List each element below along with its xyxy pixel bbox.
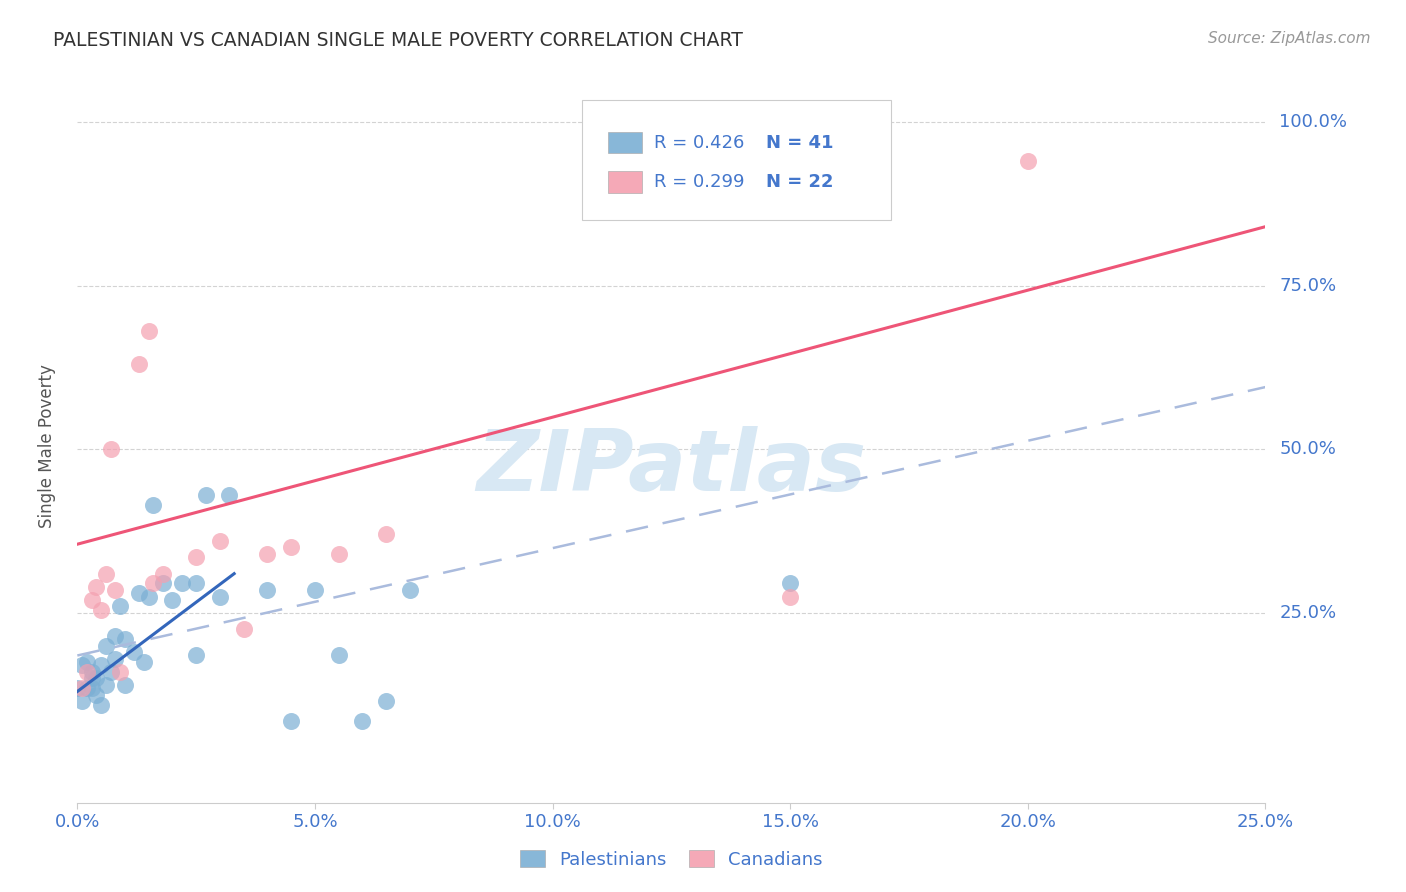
Text: PALESTINIAN VS CANADIAN SINGLE MALE POVERTY CORRELATION CHART: PALESTINIAN VS CANADIAN SINGLE MALE POVE… [53,31,744,50]
Point [104,629,127,643]
Y-axis label: Single Male Poverty: Single Male Poverty [38,364,56,528]
Point [142,576,165,591]
Point [80,681,103,696]
Point [66,681,89,696]
Text: 25.0%: 25.0% [1279,604,1337,622]
Point [104,582,127,597]
Point [352,714,374,728]
Text: N = 41: N = 41 [766,134,834,152]
Point [170,576,193,591]
Point [86,688,108,702]
Point [232,623,254,637]
Point [256,547,278,561]
Point [186,576,208,591]
Point [100,665,122,679]
Text: Source: ZipAtlas.com: Source: ZipAtlas.com [1208,31,1371,46]
Point [280,541,302,555]
Point [128,586,150,600]
Point [94,566,117,581]
Point [90,698,112,712]
Point [76,655,98,669]
Point [1017,154,1039,169]
Text: R = 0.299: R = 0.299 [654,173,744,191]
Point [256,582,278,597]
Text: 50.0%: 50.0% [1279,441,1336,458]
Point [80,665,103,679]
FancyBboxPatch shape [609,132,641,153]
Point [132,655,155,669]
Point [138,590,160,604]
Point [80,592,103,607]
Point [94,639,117,653]
Point [70,694,93,708]
Point [86,580,108,594]
Point [128,357,150,371]
Point [194,488,217,502]
Point [304,582,326,597]
Point [142,498,165,512]
Point [280,714,302,728]
Point [375,694,398,708]
Point [76,665,98,679]
Point [76,681,98,696]
Point [779,590,801,604]
Point [86,672,108,686]
Point [218,488,240,502]
Point [399,582,422,597]
Point [70,681,93,696]
Point [108,665,131,679]
Point [104,652,127,666]
Point [162,592,184,607]
Point [779,576,801,591]
Point [80,672,103,686]
Point [124,645,146,659]
Text: 75.0%: 75.0% [1279,277,1337,294]
Point [152,576,174,591]
Text: R = 0.426: R = 0.426 [654,134,744,152]
Point [114,678,136,692]
Text: 100.0%: 100.0% [1279,113,1347,131]
Legend: Palestinians, Canadians: Palestinians, Canadians [513,843,830,876]
Point [186,648,208,663]
Text: N = 22: N = 22 [766,173,834,191]
Point [90,658,112,673]
Point [328,648,350,663]
FancyBboxPatch shape [609,171,641,193]
FancyBboxPatch shape [582,100,891,219]
Point [94,678,117,692]
Point [70,658,93,673]
Point [375,527,398,541]
Text: ZIPatlas: ZIPatlas [477,425,866,509]
Point [108,599,131,614]
Point [186,550,208,565]
Point [208,533,231,548]
Point [208,590,231,604]
Point [152,566,174,581]
Point [100,442,122,457]
Point [114,632,136,647]
Point [90,602,112,616]
Point [328,547,350,561]
Point [138,325,160,339]
